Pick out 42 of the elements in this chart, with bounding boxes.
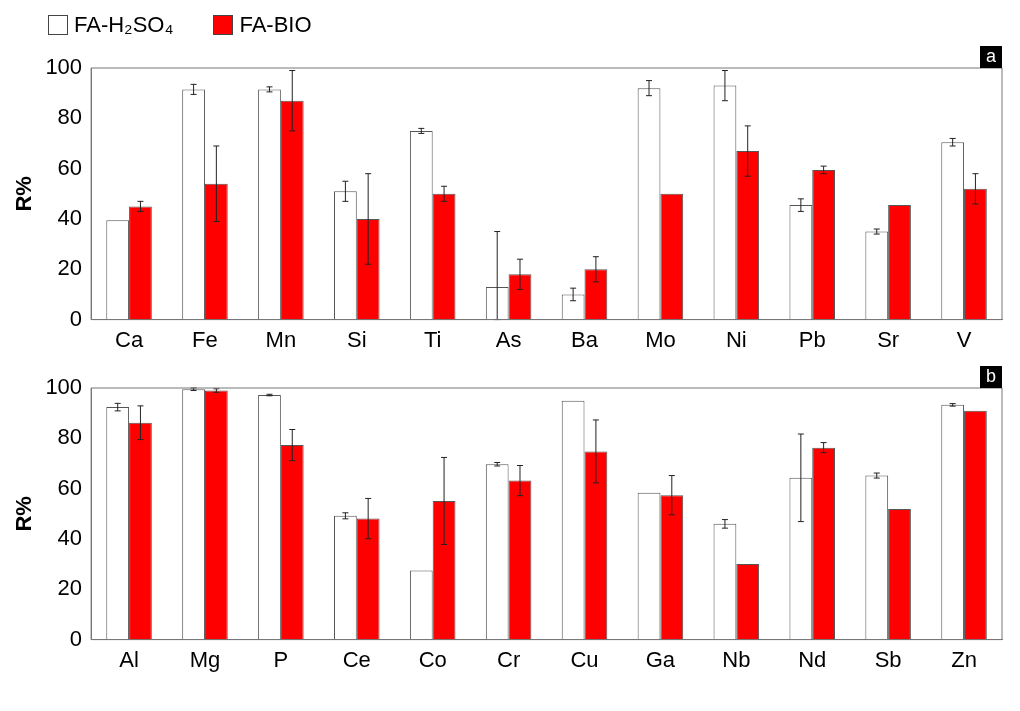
x-tick-label: Ce (342, 646, 371, 672)
x-tick-label: Ti (423, 326, 442, 352)
x-tick-label: Ca (115, 326, 144, 352)
y-tick-label: 20 (57, 255, 83, 281)
legend-label: FA-BIO (239, 12, 312, 38)
y-tick-label: 80 (57, 424, 83, 450)
x-tick-label: Cu (570, 646, 599, 672)
x-tick-label: Fe (192, 326, 218, 352)
y-tick-label: 40 (57, 205, 83, 231)
x-tick-label: As (495, 326, 522, 352)
y-tick-label: 0 (69, 625, 83, 651)
text: b (985, 365, 996, 386)
text: a (985, 45, 997, 66)
y-tick-label: 80 (57, 104, 83, 130)
x-tick-label: Co (418, 646, 447, 672)
x-tick-label: Ba (571, 326, 599, 352)
y-tick-label: 100 (45, 54, 83, 80)
x-tick-label: Mo (645, 326, 676, 352)
x-tick-label: Mg (189, 646, 221, 672)
x-tick-label: Si (347, 326, 367, 352)
x-tick-label: Sr (877, 326, 900, 352)
x-tick-label: Sb (874, 646, 902, 672)
x-tick-label: P (273, 646, 289, 672)
text: FA-H₂SO₄ (74, 12, 174, 38)
x-tick-label: Nd (798, 646, 827, 672)
x-tick-label: Mn (265, 326, 297, 352)
y-tick-label: 40 (57, 525, 83, 551)
x-tick-label: Pb (798, 326, 826, 352)
y-axis-title: R% (11, 496, 37, 532)
x-tick-label: Ni (725, 326, 747, 352)
x-tick-label: Zn (951, 646, 977, 672)
y-tick-label: 0 (69, 305, 83, 331)
x-tick-label: Cr (496, 646, 521, 672)
y-tick-label: 60 (57, 154, 83, 180)
y-axis-title: R% (11, 176, 37, 212)
y-tick-label: 20 (57, 575, 83, 601)
x-tick-label: V (956, 326, 972, 352)
x-tick-label: Nb (722, 646, 751, 672)
x-tick-label: Al (119, 646, 139, 672)
y-tick-label: 60 (57, 474, 83, 500)
y-tick-label: 100 (45, 374, 83, 400)
x-tick-label: Ga (645, 646, 676, 672)
